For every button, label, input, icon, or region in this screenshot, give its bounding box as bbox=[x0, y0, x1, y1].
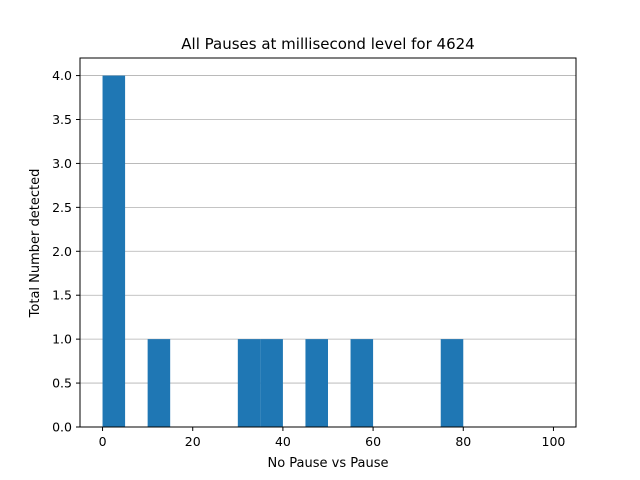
x-tick-label: 40 bbox=[275, 434, 291, 449]
y-tick-label: 3.5 bbox=[52, 112, 72, 127]
grid-lines bbox=[80, 75, 576, 384]
bar-3 bbox=[260, 339, 283, 427]
bar-6 bbox=[440, 339, 464, 427]
bar-1 bbox=[147, 339, 171, 427]
y-tick-label: 2.0 bbox=[52, 244, 72, 259]
bar-5 bbox=[350, 339, 374, 427]
y-tick-label: 2.5 bbox=[52, 200, 72, 215]
y-tick-label: 1.0 bbox=[52, 332, 72, 347]
y-axis-label: Total Number detected bbox=[28, 169, 43, 319]
x-tick-label: 0 bbox=[99, 434, 107, 449]
x-axis: 0 20 40 60 80 100 bbox=[99, 427, 566, 449]
x-tick-label: 80 bbox=[455, 434, 471, 449]
y-axis: 0.0 0.5 1.0 1.5 2.0 2.5 3.0 3.5 4.0 bbox=[52, 68, 80, 435]
y-tick-label: 1.5 bbox=[52, 288, 72, 303]
bars bbox=[102, 75, 464, 428]
plot-frame bbox=[79, 57, 577, 428]
x-axis-label: No Pause vs Pause bbox=[267, 456, 388, 471]
bar-4 bbox=[305, 339, 328, 427]
y-tick-label: 3.0 bbox=[52, 156, 72, 171]
x-tick-label: 60 bbox=[365, 434, 381, 449]
y-tick-label: 0.0 bbox=[52, 420, 72, 435]
bar-2 bbox=[237, 339, 261, 427]
chart-title: All Pauses at millisecond level for 4624 bbox=[181, 35, 474, 53]
y-tick-label: 0.5 bbox=[52, 376, 72, 391]
x-tick-label: 100 bbox=[542, 434, 566, 449]
x-tick-label: 20 bbox=[185, 434, 201, 449]
y-tick-label: 4.0 bbox=[52, 68, 72, 83]
bar-0 bbox=[102, 75, 126, 428]
